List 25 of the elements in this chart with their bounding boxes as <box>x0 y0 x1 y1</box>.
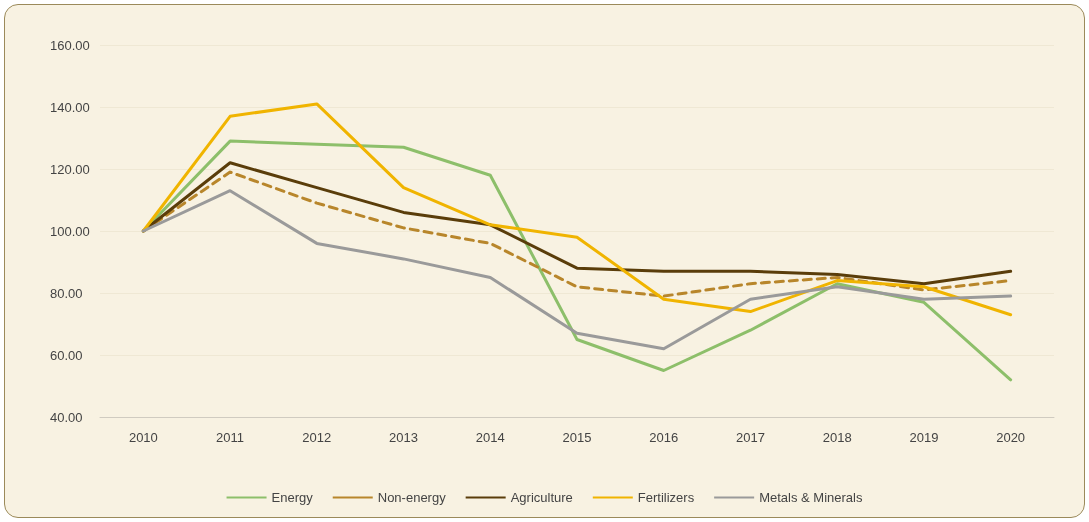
x-tick-label: 2016 <box>649 430 679 445</box>
legend-label: Non-energy <box>377 490 447 505</box>
line-series <box>141 189 1013 351</box>
legend-label: Fertilizers <box>637 490 695 505</box>
x-tick-label: 2018 <box>822 430 852 445</box>
x-tick-label: 2020 <box>996 430 1026 445</box>
y-tick-label: 60.00 <box>50 347 83 363</box>
legend-label: Energy <box>271 490 314 505</box>
x-tick-label: 2010 <box>128 430 158 445</box>
x-tick-label: 2019 <box>909 430 939 445</box>
legend-label: Agriculture <box>510 490 573 505</box>
y-tick-label: 160.00 <box>50 37 90 53</box>
y-tick-label: 140.00 <box>50 99 90 115</box>
x-tick-label: 2011 <box>216 430 245 445</box>
x-tick-label: 2012 <box>302 430 332 445</box>
y-tick-label: 40.00 <box>50 409 83 425</box>
x-tick-label: 2017 <box>735 430 765 445</box>
line-series <box>141 102 1013 317</box>
x-tick-label: 2013 <box>389 430 419 445</box>
x-tick-label: 2015 <box>562 430 592 445</box>
legend-label: Metals & Minerals <box>759 490 863 505</box>
x-tick-label: 2014 <box>475 430 505 445</box>
y-tick-label: 100.00 <box>50 223 90 239</box>
y-tick-label: 120.00 <box>50 161 90 177</box>
y-tick-label: 80.00 <box>50 285 83 301</box>
